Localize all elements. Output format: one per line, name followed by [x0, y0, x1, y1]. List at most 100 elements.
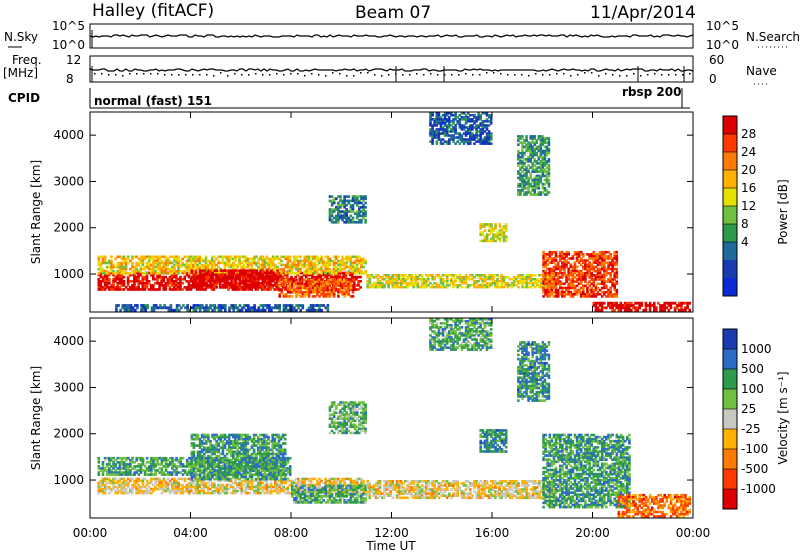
heatmap-cell [175, 263, 178, 267]
heatmap-cell [586, 295, 589, 298]
heatmap-cell [198, 282, 201, 285]
heatmap-cell [556, 261, 560, 264]
heatmap-cell [483, 124, 487, 127]
heatmap-cell [435, 114, 439, 117]
heatmap-cell [464, 285, 468, 289]
heatmap-cell [378, 282, 382, 285]
heatmap-cell [466, 130, 470, 133]
heatmap-cell [269, 265, 273, 269]
heatmap-cell [286, 269, 290, 273]
heatmap-cell [458, 280, 462, 283]
heatmap-cell [485, 112, 489, 115]
heatmap-cell [265, 275, 269, 279]
heatmap-cell [156, 257, 159, 261]
heatmap-cell [244, 261, 248, 265]
heatmap-cell [441, 284, 445, 287]
heatmap-cell [355, 275, 358, 279]
heatmap-cell [567, 276, 570, 279]
heatmap-cell [127, 469, 130, 472]
heatmap-cell [489, 138, 493, 141]
heatmap-cell [521, 178, 524, 182]
heatmap-cell [145, 461, 149, 464]
heatmap-cell [458, 274, 462, 277]
heatmap-cell [328, 214, 332, 218]
heatmap-cell [244, 259, 248, 263]
heatmap-cell [588, 293, 591, 296]
heatmap-cell [192, 283, 196, 287]
heatmap-cell [101, 259, 105, 263]
heatmap-cell [175, 288, 178, 291]
heatmap-cell [611, 284, 614, 288]
heatmap-cell [246, 261, 250, 265]
heatmap-cell [314, 291, 317, 294]
heatmap-cell [502, 233, 506, 236]
heatmap-cell [429, 274, 432, 277]
heatmap-cell [569, 293, 573, 296]
heatmap-cell [445, 134, 449, 137]
heatmap-cell [525, 160, 528, 163]
heatmap-cell [97, 288, 101, 291]
heatmap-cell [517, 151, 520, 155]
nave-dot [535, 73, 537, 75]
heatmap-cell [343, 212, 346, 215]
heatmap-cell [609, 261, 612, 264]
heatmap-cell [105, 465, 109, 468]
heatmap-cell [613, 304, 616, 307]
heatmap-cell [335, 216, 338, 220]
heatmap-cell [307, 308, 311, 312]
heatmap-cell [192, 265, 195, 269]
heatmap-cell [531, 284, 535, 287]
heatmap-cell [171, 308, 175, 312]
heatmap-cell [420, 285, 424, 289]
heatmap-cell [475, 130, 478, 133]
heatmap-cell [362, 199, 365, 203]
heatmap-cell [305, 269, 309, 273]
heatmap-cell [525, 285, 529, 289]
heatmap-cell [613, 250, 616, 254]
heatmap-cell [545, 176, 549, 180]
heatmap-cell [154, 269, 157, 273]
heatmap-cell [448, 134, 451, 137]
heatmap-cell [559, 253, 562, 256]
heatmap-cell [611, 261, 614, 264]
heatmap-cell [431, 114, 434, 117]
heatmap-cell [473, 134, 476, 137]
heatmap-cell [152, 306, 156, 310]
heatmap-cell [175, 286, 178, 289]
heatmap-cell [494, 280, 497, 283]
heatmap-cell [175, 257, 178, 261]
heatmap-cell [263, 277, 267, 281]
heatmap-cell [185, 259, 189, 263]
heatmap-cell [596, 282, 600, 286]
heatmap-cell [456, 122, 459, 125]
heatmap-cell [288, 278, 292, 282]
heatmap-cell [313, 272, 317, 275]
heatmap-cell [539, 164, 543, 167]
heatmap-cell [127, 463, 130, 466]
heatmap-cell [355, 221, 359, 224]
heatmap-cell [569, 271, 573, 275]
heatmap-cell [179, 280, 182, 283]
heatmap-cell [483, 225, 487, 228]
heatmap-cell [414, 276, 418, 279]
heatmap-cell [498, 276, 501, 279]
heatmap-cell [582, 267, 585, 271]
heatmap-cell [198, 265, 201, 269]
heatmap-cell [196, 275, 200, 279]
heatmap-cell [431, 278, 434, 281]
heatmap-cell [569, 269, 573, 273]
heatmap-cell [347, 221, 351, 224]
heatmap-cell [259, 265, 262, 269]
heatmap-cell [586, 274, 589, 277]
heatmap-cell [349, 286, 353, 290]
colorbar-tick-label: 28 [741, 127, 756, 141]
heatmap-cell [487, 223, 491, 226]
heatmap-cell [110, 261, 113, 265]
heatmap-cell [582, 288, 585, 292]
heatmap-cell [550, 282, 554, 286]
heatmap-cell [268, 275, 271, 279]
heatmap-cell [330, 278, 334, 282]
heatmap-cell [563, 255, 566, 258]
heatmap-cell [531, 164, 534, 167]
heatmap-cell [561, 290, 564, 294]
